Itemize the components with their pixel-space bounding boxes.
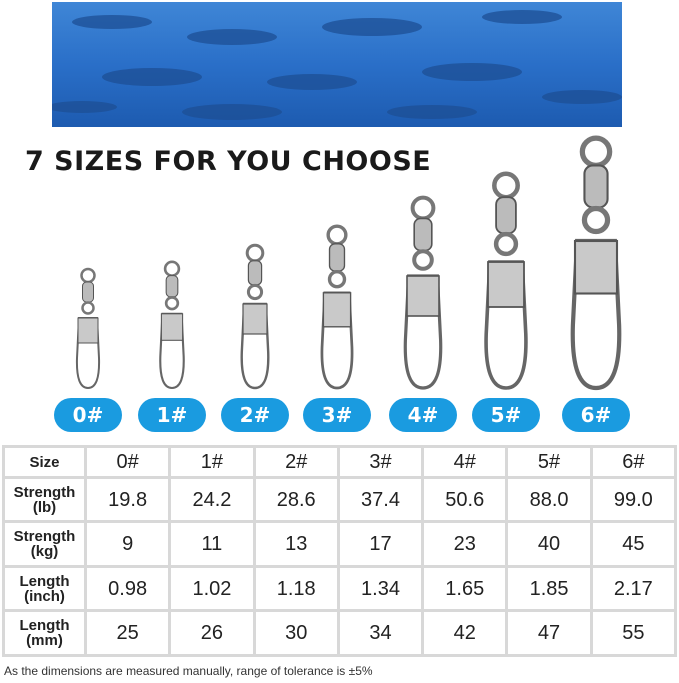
table-cell: 1.85 — [505, 564, 593, 613]
swivel-snap-1 — [159, 260, 185, 390]
table-cell: 1.02 — [168, 564, 256, 613]
tolerance-note: As the dimensions are measured manually,… — [4, 664, 373, 678]
table-row: Strength (lb) 19.8 24.2 28.6 37.4 50.6 88.0 99.… — [2, 475, 678, 524]
table-cell: 4# — [421, 445, 509, 479]
swivel-snap-6 — [570, 135, 622, 391]
table-cell: 34 — [336, 609, 425, 657]
table-cell: 30 — [252, 609, 340, 657]
swivel-snap-3 — [320, 224, 354, 390]
table-cell: 42 — [421, 609, 509, 657]
table-cell: 1# — [168, 445, 256, 479]
table-cell: 99.0 — [589, 475, 678, 524]
size-badge: 6# — [562, 398, 630, 432]
table-cell: 40 — [505, 520, 593, 568]
table-cell: 55 — [589, 609, 678, 657]
table-cell: 28.6 — [252, 475, 340, 524]
table-cell: 23 — [421, 520, 509, 568]
table-row: Length (inch) 0.98 1.02 1.18 1.34 1.65 1.85 2.1… — [2, 564, 678, 613]
table-cell: 88.0 — [505, 475, 593, 524]
table-row: Strength (kg) 9 11 13 17 23 40 45 — [2, 520, 678, 568]
fish-school-banner-image — [52, 2, 622, 127]
size-badge: 5# — [472, 398, 540, 432]
table-cell: 2.17 — [589, 564, 678, 613]
row-label: Strength (lb) — [2, 475, 87, 524]
size-badge: 1# — [138, 398, 206, 432]
table-cell: 25 — [83, 609, 172, 657]
size-badge: 3# — [303, 398, 371, 432]
table-cell: 1.65 — [421, 564, 509, 613]
table-cell: 50.6 — [421, 475, 509, 524]
table-cell: 37.4 — [336, 475, 425, 524]
table-cell: 1.34 — [336, 564, 425, 613]
row-label: Size — [2, 445, 87, 479]
table-row: Size 0# 1# 2# 3# 4# 5# 6# — [2, 445, 678, 479]
table-cell: 0# — [83, 445, 172, 479]
swivel-snap-4 — [403, 195, 443, 390]
row-label: Length (inch) — [2, 564, 87, 613]
table-cell: 11 — [168, 520, 256, 568]
table-cell: 5# — [505, 445, 593, 479]
table-cell: 0.98 — [83, 564, 172, 613]
table-cell: 19.8 — [83, 475, 172, 524]
row-label: Length (mm) — [2, 609, 87, 657]
table-cell: 1.18 — [252, 564, 340, 613]
size-spec-table: Size 0# 1# 2# 3# 4# 5# 6# Strength (lb) 19.8 24.2 2… — [2, 445, 678, 657]
size-badge: 0# — [54, 398, 122, 432]
table-cell: 24.2 — [168, 475, 256, 524]
page-title: 7 SIZES FOR YOU CHOOSE — [25, 146, 432, 177]
table-cell: 26 — [168, 609, 256, 657]
table-cell: 9 — [83, 520, 172, 568]
fish-silhouettes — [52, 10, 622, 120]
row-label: Strength (kg) — [2, 520, 87, 568]
table-cell: 47 — [505, 609, 593, 657]
table-cell: 13 — [252, 520, 340, 568]
table-row: Length (mm) 25 26 30 34 42 47 55 — [2, 609, 678, 657]
swivel-snap-0 — [75, 267, 101, 390]
swivel-snap-5 — [484, 171, 528, 390]
swivel-illustrations — [75, 135, 622, 391]
table-cell: 45 — [589, 520, 678, 568]
table-cell: 17 — [336, 520, 425, 568]
table-cell: 3# — [336, 445, 425, 479]
table-cell: 6# — [589, 445, 678, 479]
size-badge: 4# — [389, 398, 457, 432]
table-cell: 2# — [252, 445, 340, 479]
swivel-snap-2 — [240, 243, 270, 390]
size-badge: 2# — [221, 398, 289, 432]
